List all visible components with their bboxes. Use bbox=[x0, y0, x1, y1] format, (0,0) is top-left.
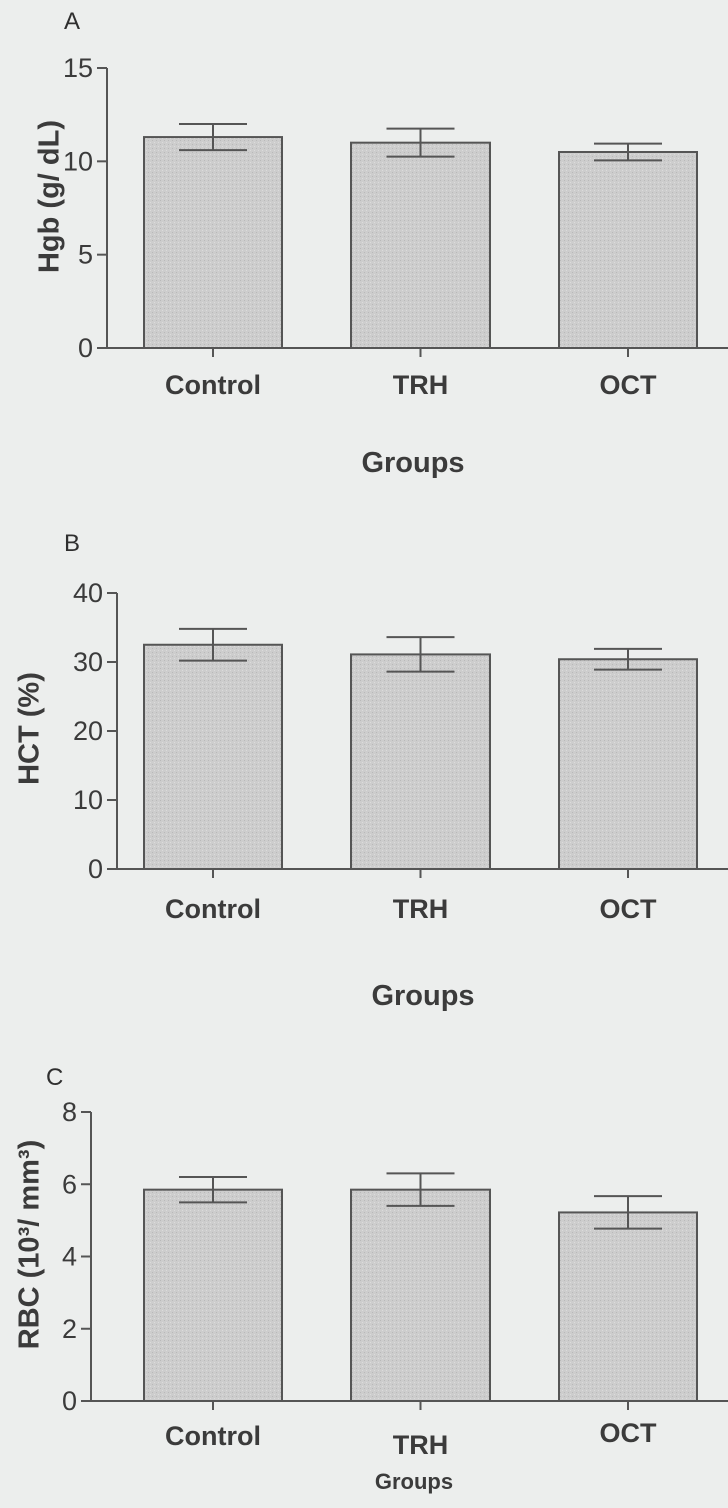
bar bbox=[143, 643, 283, 870]
bar bbox=[143, 1188, 283, 1402]
bar bbox=[350, 1188, 491, 1402]
bar bbox=[350, 653, 491, 870]
x-tick-label: TRH bbox=[393, 1430, 449, 1460]
chart-c: 0 2 4 6 8 Control TRH OCT bbox=[62, 1097, 728, 1460]
bar bbox=[558, 658, 698, 870]
x-axis-title-c: Groups bbox=[374, 1469, 454, 1494]
x-tick-label: Control bbox=[165, 894, 261, 924]
bar bbox=[350, 141, 491, 349]
x-tick-label: Control bbox=[165, 1421, 261, 1451]
x-axis-title-a: Groups bbox=[361, 447, 465, 479]
x-tick-label: OCT bbox=[600, 370, 658, 400]
y-tick-label: 0 bbox=[88, 854, 103, 884]
y-tick-label: 2 bbox=[62, 1314, 77, 1344]
y-tick-label: 8 bbox=[62, 1097, 77, 1127]
y-tick-label: 4 bbox=[62, 1242, 77, 1272]
y-tick-label: 5 bbox=[78, 240, 93, 270]
x-tick-label: TRH bbox=[393, 370, 449, 400]
x-tick-label: Control bbox=[165, 370, 261, 400]
y-tick-label: 6 bbox=[62, 1169, 77, 1199]
x-tick-label: OCT bbox=[600, 1418, 658, 1448]
y-tick-label: 10 bbox=[63, 146, 93, 176]
chart-a: 0 5 10 15 Control TRH OCT bbox=[63, 53, 728, 400]
y-tick-label: 15 bbox=[63, 53, 93, 83]
panel-letter-b: B bbox=[64, 530, 81, 557]
panel-letter-a: A bbox=[64, 8, 81, 35]
chart-b: 0 10 20 30 40 Control TRH OCT bbox=[73, 578, 728, 924]
x-axis-title-b: Groups bbox=[371, 980, 475, 1012]
x-tick-label: OCT bbox=[600, 894, 658, 924]
y-tick-label: 0 bbox=[62, 1386, 77, 1416]
x-tick-label: TRH bbox=[393, 894, 449, 924]
y-tick-label: 10 bbox=[73, 785, 103, 815]
bar bbox=[143, 136, 283, 349]
bar bbox=[558, 1211, 698, 1402]
y-tick-label: 20 bbox=[73, 716, 103, 746]
y-tick-label: 40 bbox=[73, 578, 103, 608]
bar bbox=[558, 151, 698, 349]
y-tick-label: 0 bbox=[78, 333, 93, 363]
y-tick-label: 30 bbox=[73, 647, 103, 677]
panel-letter-c: C bbox=[46, 1064, 64, 1091]
